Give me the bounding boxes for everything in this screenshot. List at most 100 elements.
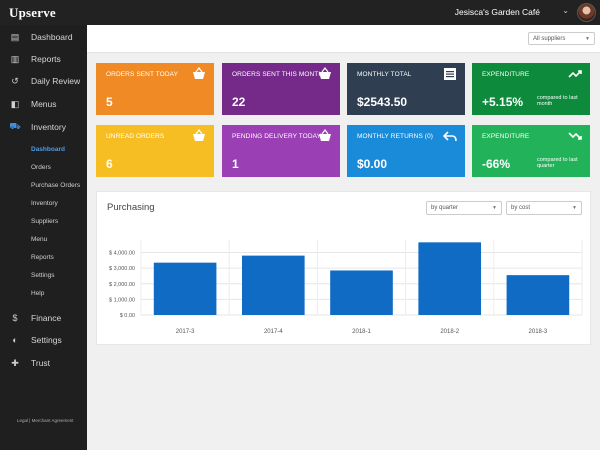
x-tick-label: 2017-3 xyxy=(176,329,195,335)
suppliers-select-value: All suppliers xyxy=(533,35,566,42)
tile-subtitle: compared to last quarter xyxy=(537,157,578,169)
sidebar-item-settings[interactable]: ◐ Settings xyxy=(0,331,87,349)
x-tick-label: 2018-3 xyxy=(529,329,548,335)
sidebar-item-label: Trust xyxy=(31,358,51,368)
tile-title: PENDING DELIVERY TODAY xyxy=(232,133,322,140)
tile-value: 22 xyxy=(232,95,246,109)
chevron-down-icon[interactable]: ⌄ xyxy=(562,6,569,15)
summary-tile[interactable]: PENDING DELIVERY TODAY 1 xyxy=(222,125,340,177)
subnav-dashboard[interactable]: Dashboard xyxy=(31,146,65,153)
basket-icon xyxy=(192,129,206,143)
chevron-down-icon: ▼ xyxy=(492,205,497,211)
tile-title: MONTHLY RETURNS (0) xyxy=(357,133,434,140)
y-tick-label: $ 0.00 xyxy=(120,313,135,319)
subnav-help[interactable]: Help xyxy=(31,290,45,297)
tile-title: ORDERS SENT TODAY xyxy=(106,71,179,78)
tile-value: $2543.50 xyxy=(357,95,408,109)
y-tick-label: $ 4,000.00 xyxy=(109,251,135,257)
y-tick-label: $ 2,000.00 xyxy=(109,282,135,288)
sidebar-item-trust[interactable]: ✚ Trust xyxy=(0,354,87,372)
subnav-settings[interactable]: Settings xyxy=(31,272,55,279)
tile-title: UNREAD ORDERS xyxy=(106,133,165,140)
sidebar-item-reports[interactable]: ▥ Reports xyxy=(0,50,87,68)
subnav-suppliers[interactable]: Suppliers xyxy=(31,218,59,225)
sidebar-item-label: Menus xyxy=(31,99,57,109)
toggle-icon: ◐ xyxy=(12,335,18,345)
summary-tile[interactable]: ORDERS SENT THIS MONTH 22 xyxy=(222,63,340,115)
tile-title: EXPENDITURE xyxy=(482,71,530,78)
sidebar-item-label: Daily Review xyxy=(31,76,81,86)
sidebar-item-finance[interactable]: $ Finance xyxy=(0,309,87,327)
sidebar: ▤ Dashboard ▥ Reports ↺ Daily Review ◧ M… xyxy=(0,25,87,450)
tile-value: 1 xyxy=(232,157,239,171)
chart-bar[interactable] xyxy=(153,262,217,315)
basket-icon xyxy=(318,129,332,143)
venue-name[interactable]: Jesisca's Garden Café xyxy=(454,7,540,17)
metric-select-value: by cost xyxy=(511,205,531,211)
subnav-menu[interactable]: Menu xyxy=(31,236,48,243)
footer-legal-links[interactable]: Legal | Merchant Agreement xyxy=(17,418,74,423)
sidebar-item-label: Reports xyxy=(31,54,61,64)
tile-title: EXPENDITURE xyxy=(482,133,530,140)
sidebar-item-label: Finance xyxy=(31,313,62,323)
summary-tile[interactable]: MONTHLY TOTAL $2543.50 xyxy=(347,63,465,115)
subnav-reports[interactable]: Reports xyxy=(31,254,54,261)
metric-select[interactable]: by cost ▼ xyxy=(506,201,582,215)
tile-subtitle: compared to last month xyxy=(537,95,578,107)
trend-down-icon xyxy=(568,129,582,143)
y-tick-label: $ 3,000.00 xyxy=(109,266,135,272)
chevron-down-icon: ▼ xyxy=(572,205,577,211)
period-select[interactable]: by quarter ▼ xyxy=(426,201,502,215)
dashboard-icon: ▤ xyxy=(10,31,20,42)
sidebar-item-dashboard[interactable]: ▤ Dashboard xyxy=(0,28,87,46)
plus-circle-icon: ✚ xyxy=(11,357,19,368)
period-select-value: by quarter xyxy=(431,205,459,211)
dollar-icon: $ xyxy=(12,313,18,323)
truck-icon: ⛟ xyxy=(9,121,21,131)
chart-bar[interactable] xyxy=(506,275,570,315)
summary-tile[interactable]: EXPENDITURE +5.15% compared to last month xyxy=(472,63,590,115)
tile-value: +5.15% xyxy=(482,95,524,109)
x-tick-label: 2017-4 xyxy=(264,329,283,335)
y-tick-label: $ 1,000.00 xyxy=(109,297,135,303)
chart-title: Purchasing xyxy=(107,202,155,213)
purchasing-panel: Purchasing by quarter ▼ by cost ▼ $ 0.00… xyxy=(96,191,591,345)
history-icon: ↺ xyxy=(11,75,19,86)
chart-bar[interactable] xyxy=(418,242,482,315)
x-tick-label: 2018-2 xyxy=(440,329,459,335)
purchasing-bar-chart: $ 0.00 $ 1,000.00 $ 2,000.00 $ 3,000.00 $ 4,… xyxy=(109,240,583,335)
tile-value: -66% xyxy=(482,157,511,171)
tile-title: MONTHLY TOTAL xyxy=(357,71,412,78)
tile-value: 6 xyxy=(106,157,113,171)
bar-chart-icon: ▥ xyxy=(10,53,20,64)
sidebar-item-label: Dashboard xyxy=(31,32,73,42)
return-arrow-icon xyxy=(442,129,457,143)
avatar[interactable] xyxy=(577,3,596,22)
summary-tile[interactable]: ORDERS SENT TODAY 5 xyxy=(96,63,214,115)
suppliers-select[interactable]: All suppliers ▼ xyxy=(528,32,595,45)
chart-bar[interactable] xyxy=(241,255,305,315)
sidebar-item-daily-review[interactable]: ↺ Daily Review xyxy=(0,72,87,90)
document-icon xyxy=(443,67,457,81)
subnav-purchase-orders[interactable]: Purchase Orders xyxy=(31,182,81,189)
sidebar-item-inventory[interactable]: ⛟ Inventory xyxy=(0,118,87,136)
app-logo[interactable]: Upserve xyxy=(9,4,56,20)
chart-bar[interactable] xyxy=(330,270,393,315)
summary-tile[interactable]: MONTHLY RETURNS (0) $0.00 xyxy=(347,125,465,177)
tile-value: 5 xyxy=(106,95,113,109)
summary-tile[interactable]: UNREAD ORDERS 6 xyxy=(96,125,214,177)
chevron-down-icon: ▼ xyxy=(585,35,590,42)
trend-up-icon xyxy=(568,67,582,81)
sidebar-item-label: Inventory xyxy=(31,122,66,132)
summary-tile[interactable]: EXPENDITURE -66% compared to last quarter xyxy=(472,125,590,177)
tile-title: ORDERS SENT THIS MONTH xyxy=(232,71,324,78)
basket-icon xyxy=(192,67,206,81)
top-bar: Upserve xyxy=(0,0,600,25)
subnav-orders[interactable]: Orders xyxy=(31,164,51,171)
tile-value: $0.00 xyxy=(357,157,388,171)
menu-book-icon: ◧ xyxy=(10,98,20,109)
filter-bar xyxy=(87,25,600,53)
basket-icon xyxy=(318,67,332,81)
subnav-inventory[interactable]: Inventory xyxy=(31,200,58,207)
sidebar-item-menus[interactable]: ◧ Menus xyxy=(0,95,87,113)
